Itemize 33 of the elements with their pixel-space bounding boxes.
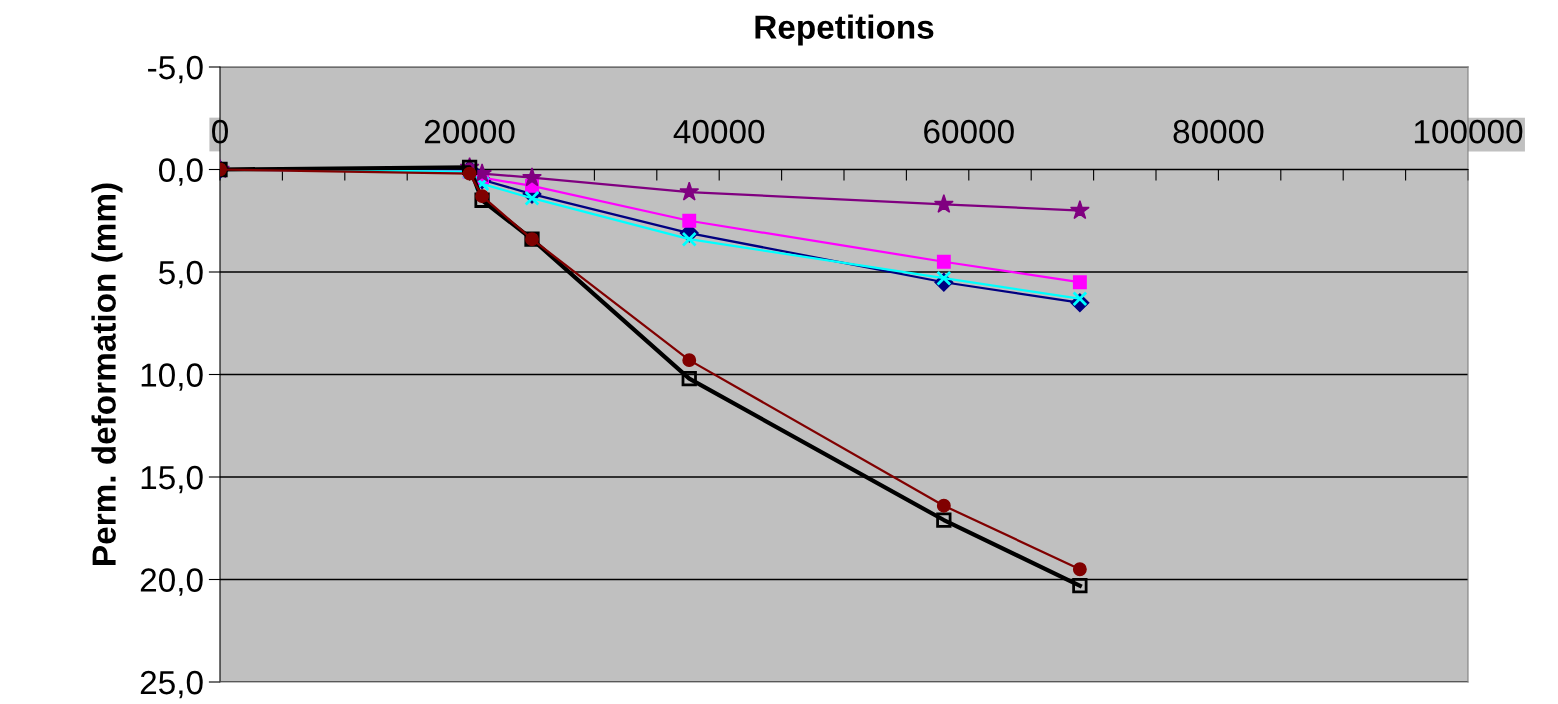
point [936,512,952,528]
y-tick-label: 0,0 [159,158,203,186]
point [522,167,542,187]
point [1072,275,1087,290]
point [475,189,490,204]
y-tick-label: 10,0 [141,363,203,391]
x-tick-label: 80000 [1173,119,1264,144]
y-tick-label: 25,0 [140,670,203,699]
y-tick-label: -5,0 [148,55,203,84]
y-tick-label: 5,0 [159,260,203,289]
y-tick-label: 15,0 [141,465,203,494]
point [524,190,540,206]
point [933,193,954,213]
x-tick-label: 60000 [924,119,1014,144]
point [936,270,952,286]
y-tick-label: 20,0 [140,568,203,596]
x-tick-label: 40000 [673,119,765,144]
point [1072,578,1088,594]
x-tick-label: 20000 [424,119,515,144]
point [682,213,697,228]
y-axis-title: Perm. deformation (mm) [91,183,123,565]
x-axis-title: Repetitions [755,14,934,46]
point [936,254,951,269]
point [1072,291,1088,307]
x-tick-label: 100000 [1414,119,1523,144]
point [474,192,490,208]
point [681,370,697,387]
point [936,498,951,513]
point [682,353,697,368]
point [679,181,700,201]
point [1072,562,1087,577]
point [1069,200,1090,220]
point [681,231,697,247]
